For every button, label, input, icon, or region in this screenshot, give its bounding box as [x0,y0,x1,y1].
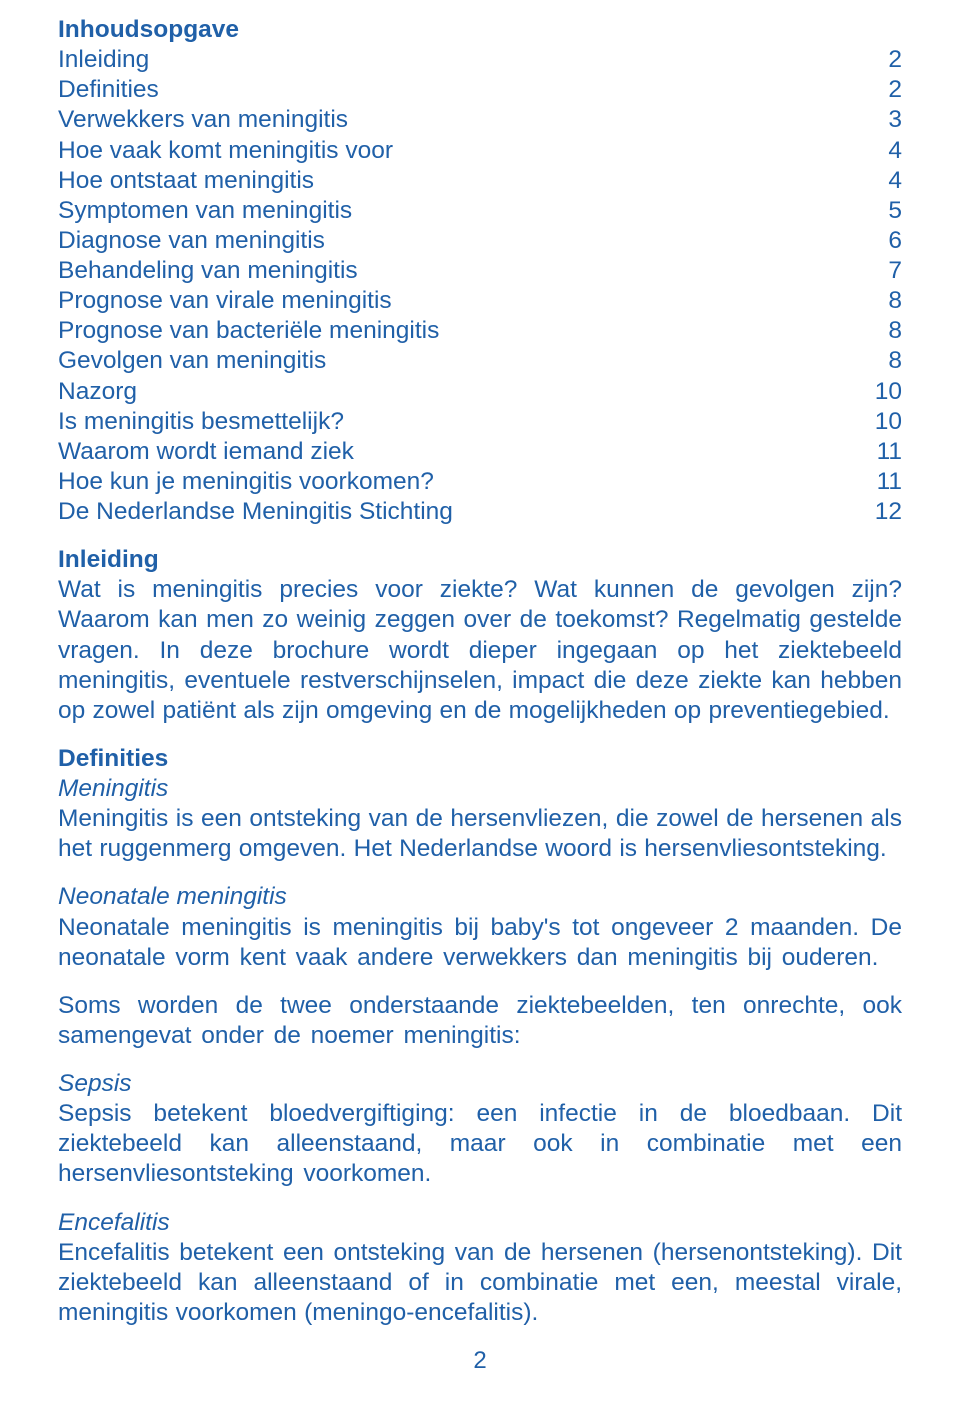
toc-item: Hoe vaak komt meningitis voor 4 [58,136,902,166]
toc-item-label: De Nederlandse Meningitis Stichting [58,497,453,527]
section-inleiding: Inleiding Wat is meningitis precies voor… [58,545,902,726]
page-number: 2 [58,1346,902,1376]
subheading: Encefalitis [58,1208,902,1238]
toc-heading: Inhoudsopgave [58,15,902,45]
toc-item-page: 11 [862,437,902,467]
toc-item: Verwekkers van meningitis 3 [58,105,902,135]
toc-item-page: 12 [862,497,902,527]
toc-item-label: Prognose van virale meningitis [58,286,392,316]
toc-item: Prognose van virale meningitis 8 [58,286,902,316]
paragraph: Neonatale meningitis is meningitis bij b… [58,913,902,973]
toc-item: Hoe ontstaat meningitis 4 [58,166,902,196]
toc-item-label: Symptomen van meningitis [58,196,352,226]
toc-item-page: 3 [862,105,902,135]
paragraph: Soms worden de twee onderstaande ziekteb… [58,991,902,1051]
toc-item: Prognose van bacteriële meningitis 8 [58,316,902,346]
toc-item-page: 10 [862,407,902,437]
section-intro2: Soms worden de twee onderstaande ziekteb… [58,991,902,1051]
toc-item-page: 10 [862,377,902,407]
toc-item-label: Prognose van bacteriële meningitis [58,316,439,346]
toc-item-label: Gevolgen van meningitis [58,346,326,376]
toc: Inhoudsopgave Inleiding 2 Definities 2 Ver… [58,15,902,527]
section-encefalitis: Encefalitis Encefalitis betekent een ont… [58,1208,902,1329]
subheading: Meningitis [58,774,902,804]
toc-item-label: Is meningitis besmettelijk? [58,407,344,437]
toc-item: Gevolgen van meningitis 8 [58,346,902,376]
toc-item-page: 7 [862,256,902,286]
toc-item-label: Hoe ontstaat meningitis [58,166,314,196]
section-sepsis: Sepsis Sepsis betekent bloedvergiftiging… [58,1069,902,1190]
section-definities: Definities Meningitis Meningitis is een … [58,744,902,865]
toc-item-page: 11 [862,467,902,497]
toc-item-label: Inleiding [58,45,149,75]
toc-item-page: 4 [862,166,902,196]
section-heading: Definities [58,744,902,774]
toc-item-label: Verwekkers van meningitis [58,105,348,135]
toc-item: De Nederlandse Meningitis Stichting 12 [58,497,902,527]
toc-item: Behandeling van meningitis 7 [58,256,902,286]
toc-item-label: Behandeling van meningitis [58,256,358,286]
toc-item-page: 8 [862,286,902,316]
subheading: Sepsis [58,1069,902,1099]
toc-item-page: 8 [862,346,902,376]
section-heading: Inleiding [58,545,902,575]
paragraph: Meningitis is een ontsteking van de hers… [58,804,902,864]
toc-item-page: 6 [862,226,902,256]
toc-item: Diagnose van meningitis 6 [58,226,902,256]
toc-item: Waarom wordt iemand ziek 11 [58,437,902,467]
toc-item-label: Diagnose van meningitis [58,226,325,256]
subheading: Neonatale meningitis [58,882,902,912]
toc-item-page: 4 [862,136,902,166]
paragraph: Wat is meningitis precies voor ziekte? W… [58,575,902,726]
toc-item: Symptomen van meningitis 5 [58,196,902,226]
toc-item-page: 2 [862,75,902,105]
toc-item: Inleiding 2 [58,45,902,75]
toc-item: Hoe kun je meningitis voorkomen? 11 [58,467,902,497]
paragraph: Sepsis betekent bloedvergiftiging: een i… [58,1099,902,1189]
toc-item: Is meningitis besmettelijk? 10 [58,407,902,437]
toc-item-page: 5 [862,196,902,226]
paragraph: Encefalitis betekent een ontsteking van … [58,1238,902,1328]
toc-item-label: Hoe kun je meningitis voorkomen? [58,467,434,497]
toc-item-page: 8 [862,316,902,346]
toc-item-label: Definities [58,75,159,105]
toc-item-page: 2 [862,45,902,75]
toc-item-label: Hoe vaak komt meningitis voor [58,136,393,166]
toc-item: Definities 2 [58,75,902,105]
toc-item-label: Waarom wordt iemand ziek [58,437,354,467]
section-neonatale: Neonatale meningitis Neonatale meningiti… [58,882,902,972]
toc-item: Nazorg 10 [58,377,902,407]
toc-item-label: Nazorg [58,377,137,407]
